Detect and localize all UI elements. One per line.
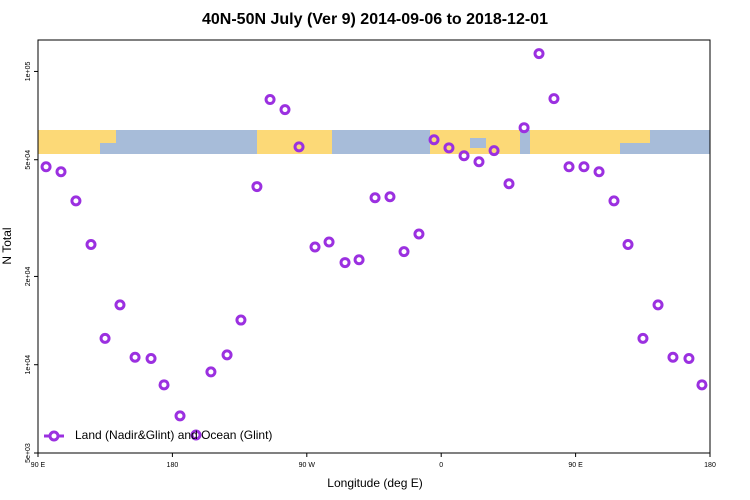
y-tick-label: 5e+03	[25, 443, 32, 463]
x-axis-label: Longitude (deg E)	[327, 476, 422, 490]
data-point	[145, 353, 157, 365]
legend-label: Land (Nadir&Glint) and Ocean (Glint)	[75, 428, 272, 442]
data-point	[593, 166, 605, 178]
x-tick-label: 180	[704, 462, 716, 469]
data-point	[221, 349, 233, 361]
data-point	[667, 351, 679, 363]
map-ocean	[100, 143, 120, 154]
data-point	[503, 178, 515, 190]
data-point	[369, 192, 381, 204]
plot-frame	[37, 39, 711, 454]
data-point	[339, 257, 351, 269]
legend-marker	[48, 430, 60, 442]
data-point	[323, 236, 335, 248]
data-point	[652, 299, 664, 311]
data-point	[190, 429, 202, 441]
y-axis-label: N Total	[0, 227, 14, 264]
x-tick-label: 90 E	[31, 462, 46, 469]
y-tick-label: 1e+05	[25, 62, 32, 82]
data-point	[696, 379, 708, 391]
data-point	[458, 150, 470, 162]
data-point	[548, 93, 560, 105]
y-tick-label: 1e+04	[25, 355, 32, 375]
data-point	[413, 228, 425, 240]
data-point	[309, 241, 321, 253]
data-point	[428, 134, 440, 146]
data-point	[398, 246, 410, 258]
data-point	[55, 166, 67, 178]
data-point	[443, 142, 455, 154]
data-point	[264, 94, 276, 106]
y-tick-label: 2e+04	[25, 267, 32, 287]
data-point	[533, 48, 545, 60]
data-point	[114, 299, 126, 311]
data-point	[683, 353, 695, 365]
data-point	[70, 195, 82, 207]
data-point	[608, 195, 620, 207]
data-point	[40, 161, 52, 173]
data-point	[518, 122, 530, 134]
data-point	[279, 104, 291, 116]
data-point	[85, 238, 97, 250]
chart-title: 40N-50N July (Ver 9) 2014-09-06 to 2018-…	[202, 11, 548, 28]
data-point	[578, 161, 590, 173]
x-tick-label: 90 W	[299, 462, 316, 469]
data-point	[205, 366, 217, 378]
x-tick-label: 90 E	[568, 462, 583, 469]
data-point	[293, 141, 305, 153]
data-point	[353, 254, 365, 266]
map-land	[257, 130, 332, 154]
data-point	[384, 191, 396, 203]
map-band	[38, 130, 710, 154]
data-point	[174, 410, 186, 422]
x-tick-label: 0	[439, 462, 443, 469]
data-point	[622, 238, 634, 250]
data-point	[637, 332, 649, 344]
data-point	[158, 379, 170, 391]
data-point	[99, 332, 111, 344]
map-ocean	[470, 138, 486, 148]
x-tick-label: 180	[167, 462, 179, 469]
data-point	[235, 314, 247, 326]
data-point	[473, 156, 485, 168]
data-point	[251, 181, 263, 193]
data-point	[563, 161, 575, 173]
y-tick-label: 5e+04	[25, 150, 32, 170]
map-ocean	[620, 143, 650, 154]
data-point	[129, 351, 141, 363]
data-point	[488, 145, 500, 157]
